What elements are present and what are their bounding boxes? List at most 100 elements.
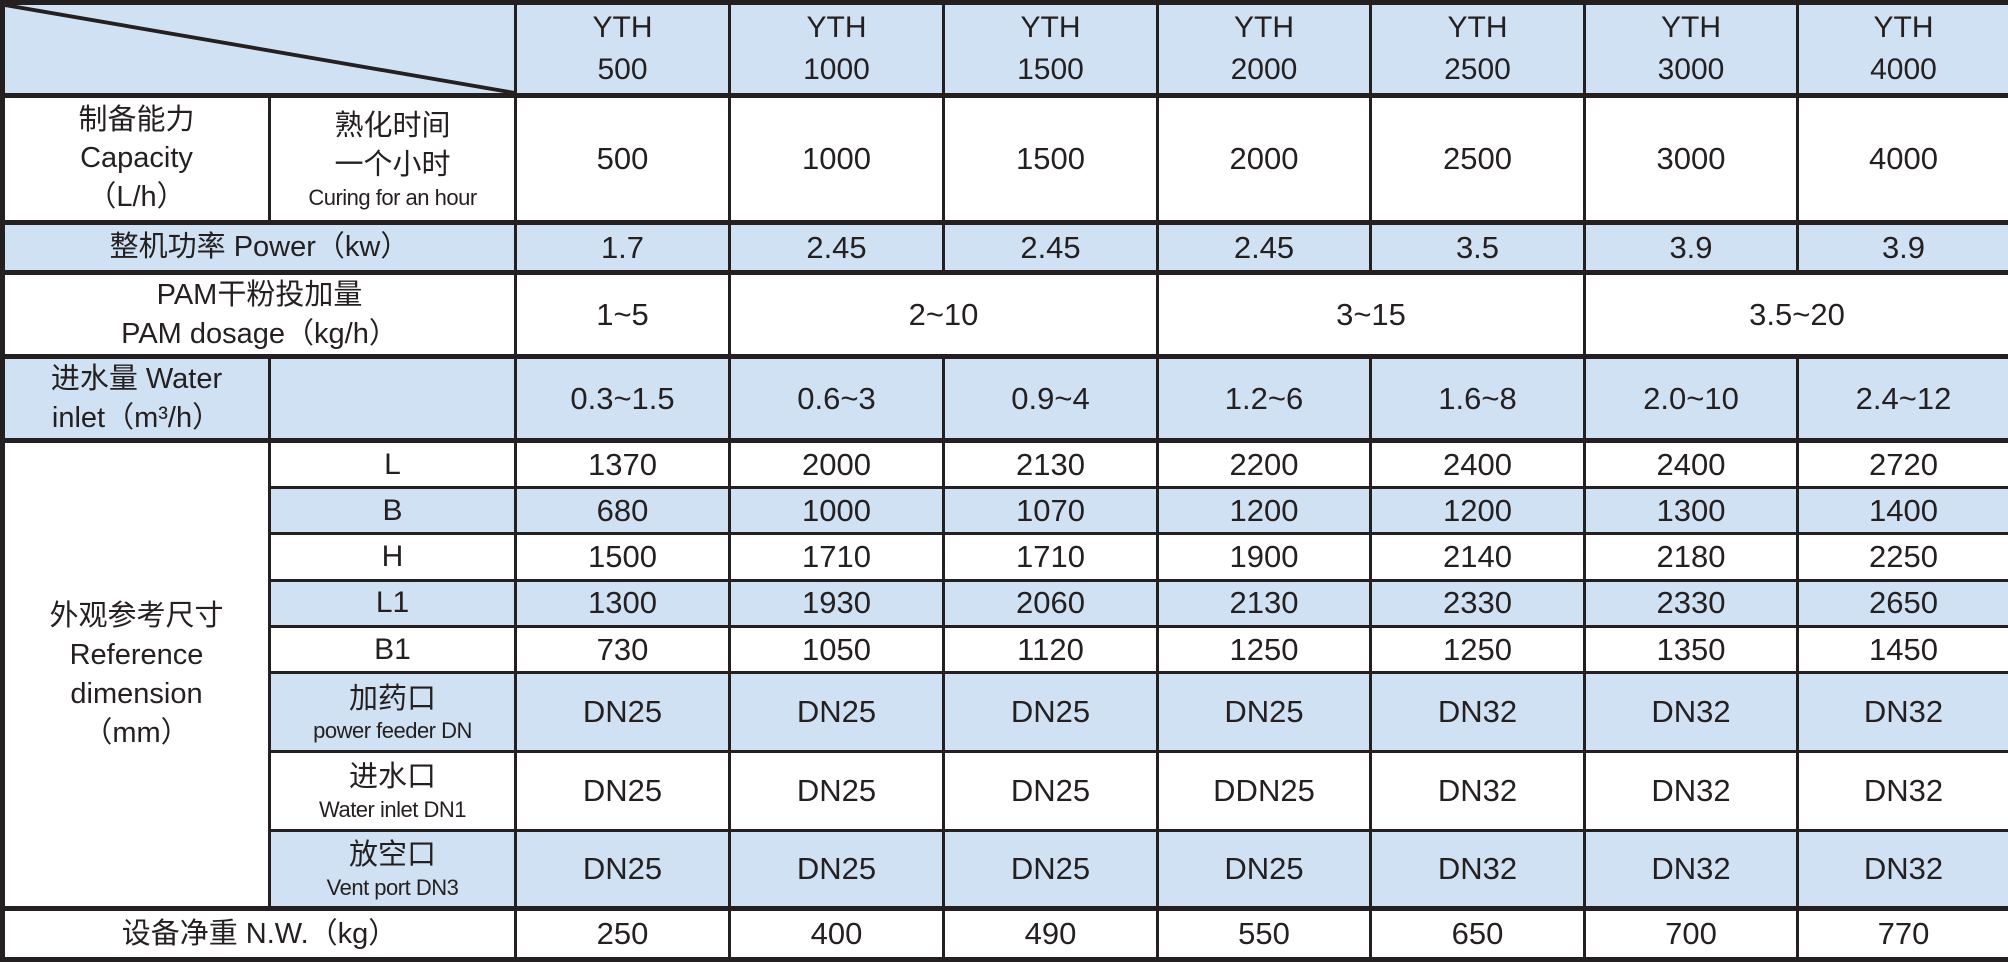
- diagonal-line: [5, 5, 513, 93]
- model-header-cell: YTH 1000: [728, 1, 945, 97]
- net-weight-value-cell: 490: [942, 906, 1159, 961]
- dimension-row-B: B 680 1000 1070 1200 1200 1300 1400: [3, 485, 2008, 536]
- net-weight-value-cell: 550: [1156, 906, 1372, 961]
- dosing-port-label-zh: 加药口: [348, 682, 436, 715]
- dimension-key-cell: L: [268, 439, 517, 489]
- dimension-value-cell: 2130: [1156, 578, 1372, 629]
- capacity-value-cell: 2500: [1369, 92, 1586, 224]
- water-inlet-value-cell: 1.2~6: [1156, 354, 1372, 444]
- water-inlet-port-value-cell: DN25: [728, 750, 945, 832]
- vent-port-label-zh: 放空口: [348, 839, 436, 872]
- dimension-value-cell: 1000: [728, 485, 945, 536]
- dimension-key-cell: B: [268, 485, 517, 536]
- vent-port-value-cell: DN25: [514, 828, 731, 911]
- dimension-value-cell: 1120: [942, 625, 1159, 675]
- capacity-value-cell: 500: [514, 92, 731, 224]
- net-weight-value-cell: 700: [1583, 906, 1799, 961]
- dimension-key-cell: H: [268, 532, 517, 582]
- net-weight-value-cell: 770: [1796, 906, 2008, 961]
- dimension-row-L1: L1 1300 1930 2060 2130 2330 2330 2650: [3, 578, 2008, 629]
- pam-value-cell: 2~10: [728, 271, 1159, 359]
- water-inlet-port-label-zh: 进水口: [348, 761, 436, 794]
- dimensions-label-cell: 外观参考尺寸 Reference dimension （mm）: [1, 439, 271, 911]
- capacity-label: 制备能力 Capacity （L/h）: [78, 103, 195, 214]
- dimension-value-cell: 2180: [1583, 532, 1799, 582]
- dimension-value-cell: 2330: [1369, 578, 1586, 629]
- dimension-row-L: 外观参考尺寸 Reference dimension （mm） L 1370 2…: [1, 439, 2008, 911]
- dimension-value-cell: 1300: [514, 578, 731, 629]
- dosing-port-value-cell: DN32: [1369, 671, 1586, 754]
- water-inlet-port-value-cell: DN32: [1369, 750, 1586, 832]
- dimension-value-cell: 1450: [1796, 625, 2008, 675]
- power-row: 整机功率 Power（kw） 1.7 2.45 2.45 2.45 3.5 3.…: [1, 219, 2008, 276]
- dosing-port-label-en: power feeder DN: [313, 718, 472, 744]
- dimension-value-cell: 2400: [1369, 439, 1586, 489]
- power-value-cell: 2.45: [1156, 219, 1372, 276]
- dosing-port-value-cell: DN32: [1796, 671, 2008, 754]
- water-inlet-value-cell: 2.4~12: [1796, 354, 2008, 444]
- power-label-cell: 整机功率 Power（kw）: [1, 219, 517, 276]
- model-header-cell: YTH 3000: [1583, 1, 1799, 97]
- dimension-value-cell: 1250: [1369, 625, 1586, 675]
- dosing-port-value-cell: DN25: [728, 671, 945, 754]
- dimension-value-cell: 2720: [1796, 439, 2008, 489]
- net-weight-value-cell: 650: [1369, 906, 1586, 961]
- capacity-value-cell: 2000: [1156, 92, 1372, 224]
- dimensions-label: 外观参考尺寸 Reference dimension （mm）: [49, 600, 224, 749]
- pam-value-cell: 1~5: [514, 271, 731, 359]
- dosing-port-row: 加药口 power feeder DN DN25 DN25 DN25 DN25 …: [3, 671, 2008, 754]
- dimension-key-cell: B1: [268, 625, 517, 675]
- capacity-row: 制备能力 Capacity （L/h） 熟化时间 一个小时 Curing for…: [1, 92, 2008, 224]
- dimension-value-cell: 1300: [1583, 485, 1799, 536]
- pam-dosage-row: PAM干粉投加量 PAM dosage（kg/h） 1~5 2~10 3~15 …: [1, 271, 2008, 359]
- water-inlet-empty-cell: [268, 354, 517, 444]
- dimension-value-cell: 1930: [728, 578, 945, 629]
- dosing-port-value-cell: DN25: [942, 671, 1159, 754]
- dimension-value-cell: 1710: [728, 532, 945, 582]
- pam-label: PAM干粉投加量 PAM dosage（kg/h）: [121, 278, 398, 350]
- model-header-cell: YTH 2000: [1156, 1, 1372, 97]
- dosing-port-label-cell: 加药口 power feeder DN: [268, 671, 517, 754]
- curing-label-zh: 熟化时间 一个小时: [334, 109, 451, 181]
- vent-port-value-cell: DN32: [1369, 828, 1586, 911]
- water-inlet-value-cell: 0.6~3: [728, 354, 945, 444]
- model-header-cell: YTH 500: [514, 1, 731, 97]
- pam-label-cell: PAM干粉投加量 PAM dosage（kg/h）: [1, 271, 517, 359]
- vent-port-value-cell: DN25: [942, 828, 1159, 911]
- capacity-label-cell: 制备能力 Capacity （L/h）: [1, 92, 271, 224]
- dimension-value-cell: 2330: [1583, 578, 1799, 629]
- diagonal-header-cell: [1, 1, 517, 97]
- dimension-value-cell: 1900: [1156, 532, 1372, 582]
- dimension-value-cell: 2060: [942, 578, 1159, 629]
- water-inlet-port-value-cell: DN25: [942, 750, 1159, 832]
- dimension-value-cell: 1070: [942, 485, 1159, 536]
- dimension-value-cell: 730: [514, 625, 731, 675]
- water-inlet-port-value-cell: DN32: [1796, 750, 2008, 832]
- capacity-value-cell: 4000: [1796, 92, 2008, 224]
- dosing-port-value-cell: DN32: [1583, 671, 1799, 754]
- dimension-value-cell: 2140: [1369, 532, 1586, 582]
- water-inlet-label: 进水量 Water inlet（m³/h）: [50, 362, 223, 434]
- power-value-cell: 3.9: [1583, 219, 1799, 276]
- power-value-cell: 3.9: [1796, 219, 2008, 276]
- dimension-value-cell: 2250: [1796, 532, 2008, 582]
- dimension-value-cell: 2130: [942, 439, 1159, 489]
- water-inlet-port-value-cell: DN25: [514, 750, 731, 832]
- water-inlet-port-value-cell: DDN25: [1156, 750, 1372, 832]
- power-value-cell: 1.7: [514, 219, 731, 276]
- power-value-cell: 3.5: [1369, 219, 1586, 276]
- dimension-row-H: H 1500 1710 1710 1900 2140 2180 2250: [3, 532, 2008, 582]
- model-header-cell: YTH 4000: [1796, 1, 2008, 97]
- vent-port-label-en: Vent port DN3: [326, 875, 459, 901]
- curing-label-en: Curing for an hour: [308, 184, 477, 210]
- dimension-value-cell: 2200: [1156, 439, 1372, 489]
- power-value-cell: 2.45: [728, 219, 945, 276]
- water-inlet-port-value-cell: DN32: [1583, 750, 1799, 832]
- water-inlet-port-label-en: Water inlet DN1: [319, 797, 466, 823]
- vent-port-value-cell: DN25: [1156, 828, 1372, 911]
- pam-value-cell: 3.5~20: [1583, 271, 2008, 359]
- net-weight-row: 设备净重 N.W.（kg） 250 400 490 550 650 700 77…: [1, 906, 2008, 961]
- dimension-value-cell: 1050: [728, 625, 945, 675]
- water-inlet-value-cell: 0.3~1.5: [514, 354, 731, 444]
